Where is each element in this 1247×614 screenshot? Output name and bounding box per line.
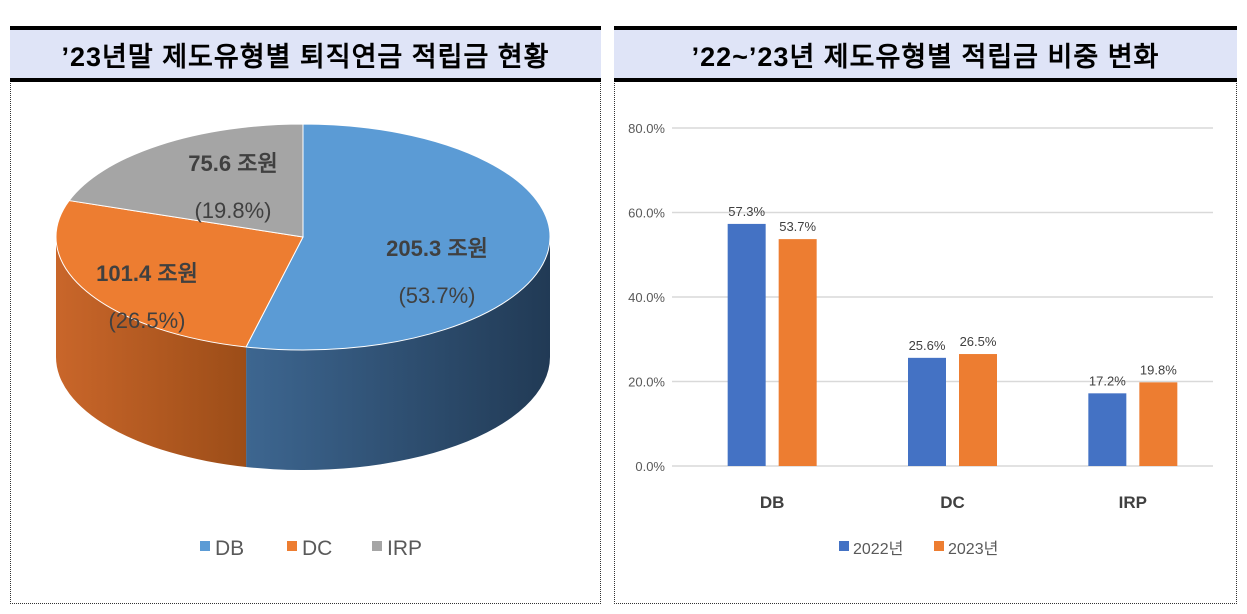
y-tick-label: 0.0% (635, 459, 665, 474)
bar-data-label: 26.5% (960, 334, 997, 349)
bar-data-label: 25.6% (909, 338, 946, 353)
legend-label: 2022년 (853, 540, 903, 558)
legend-swatch (934, 541, 944, 551)
legend-label: 2023년 (948, 540, 998, 558)
category-label: IRP (1119, 493, 1147, 512)
y-tick-label: 20.0% (628, 375, 665, 390)
pie-panel: ’23년말 제도유형별 퇴직연금 적립금 현황 (10, 26, 601, 604)
pie-percent-label: (19.8%) (194, 198, 271, 223)
pie-slice-irp (68, 123, 304, 238)
bar-irp-1 (1139, 382, 1178, 466)
bar-data-label: 53.7% (779, 219, 816, 234)
bar-panel: ’22~’23년 제도유형별 적립금 비중 변화 (614, 26, 1237, 604)
pie-value-label: 75.6 조원 (188, 151, 277, 176)
legend-swatch (839, 541, 849, 551)
pie-slice-dc (55, 200, 304, 348)
legend-label: DB (215, 537, 244, 560)
legend-label: IRP (387, 537, 422, 560)
bar-db-1 (778, 239, 817, 466)
pie-value-label: 205.3 조원 (386, 236, 488, 261)
pie-title: ’23년말 제도유형별 퇴직연금 적립금 현황 (10, 26, 601, 82)
bar-dc-0 (908, 357, 946, 466)
legend-swatch (200, 541, 210, 551)
bar-dc-1 (959, 354, 997, 466)
y-tick-label: 60.0% (628, 206, 665, 221)
bar-data-label: 57.3% (728, 204, 765, 219)
pie-side-db (246, 237, 550, 471)
legend-label: DC (302, 537, 332, 560)
pie-value-label: 101.4 조원 (96, 261, 198, 286)
pie-slice-db (245, 123, 551, 351)
bar-data-label: 19.8% (1140, 362, 1177, 377)
bar-irp-0 (1088, 393, 1127, 466)
legend-swatch (372, 541, 382, 551)
category-label: DC (940, 493, 965, 512)
bar-db-0 (727, 223, 766, 466)
bar-title: ’22~’23년 제도유형별 적립금 비중 변화 (614, 26, 1237, 82)
pie-percent-label: (26.5%) (108, 308, 185, 333)
bar-data-label: 17.2% (1089, 373, 1126, 388)
y-tick-label: 40.0% (628, 290, 665, 305)
category-label: DB (760, 493, 785, 512)
pie-side-dc (56, 237, 247, 467)
pie-percent-label: (53.7%) (398, 283, 475, 308)
y-tick-label: 80.0% (628, 121, 665, 136)
legend-swatch (287, 541, 297, 551)
